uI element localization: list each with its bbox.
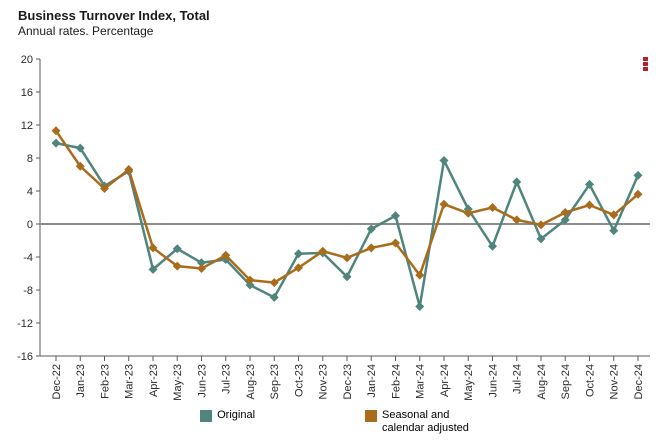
original-data-point[interactable]: [197, 258, 206, 268]
original-data-point[interactable]: [609, 226, 619, 236]
adjusted-data-point[interactable]: [100, 184, 109, 194]
x-axis-label: Mar-23: [124, 364, 136, 399]
x-axis-label: Apr-24: [439, 364, 451, 397]
x-axis-label: Aug-24: [536, 364, 548, 399]
x-axis-label: Sep-23: [269, 364, 281, 399]
adjusted-data-point[interactable]: [463, 208, 473, 218]
original-data-point[interactable]: [172, 244, 182, 254]
x-axis-label: Jul-23: [221, 364, 233, 394]
original-data-point[interactable]: [245, 280, 255, 290]
adjusted-data-point[interactable]: [585, 200, 594, 210]
kebab-menu-dot: [643, 62, 648, 66]
x-axis-label: Nov-23: [318, 364, 330, 399]
y-axis-label: 4: [27, 186, 33, 198]
adjusted-data-point[interactable]: [294, 263, 303, 273]
adjusted-data-point[interactable]: [172, 261, 182, 271]
original-data-point[interactable]: [415, 302, 425, 311]
legend-item-original[interactable]: Original: [200, 409, 255, 422]
original-data-point[interactable]: [512, 177, 522, 187]
adjusted-data-point[interactable]: [366, 243, 376, 253]
adjusted-data-point[interactable]: [391, 238, 400, 248]
y-axis-label: -4: [23, 252, 33, 264]
x-axis-label: Sep-24: [560, 364, 572, 399]
legend-item-adjusted[interactable]: Seasonal and calendar adjusted: [365, 409, 469, 435]
legend-label-adjusted-line2: calendar adjusted: [382, 422, 469, 434]
original-series-swatch: [200, 410, 213, 422]
y-axis-label: 20: [21, 54, 33, 66]
x-axis-label: Oct-24: [584, 364, 596, 397]
y-axis-label: 8: [27, 153, 33, 165]
original-data-point[interactable]: [342, 272, 352, 282]
y-axis-label: 0: [27, 219, 33, 231]
adjusted-data-point[interactable]: [148, 243, 158, 253]
x-axis-label: Feb-24: [390, 364, 402, 399]
adjusted-data-point[interactable]: [124, 165, 134, 175]
original-data-point[interactable]: [51, 138, 61, 148]
adjusted-data-point[interactable]: [221, 250, 231, 260]
kebab-menu-dot: [643, 67, 648, 71]
chart-subtitle: Annual rates. Percentage: [18, 24, 154, 38]
x-axis-label: May-24: [463, 364, 475, 401]
x-axis-label: Mar-24: [415, 364, 427, 399]
chart-title: Business Turnover Index, Total: [18, 8, 210, 23]
adjusted-data-point[interactable]: [488, 203, 497, 212]
adjusted-series-swatch: [365, 410, 378, 422]
y-axis-label: -12: [17, 318, 33, 330]
x-axis-label: Oct-23: [293, 364, 305, 397]
adjusted-data-point[interactable]: [439, 199, 449, 209]
adjusted-data-point[interactable]: [245, 275, 255, 285]
adjusted-data-point[interactable]: [51, 126, 61, 136]
x-axis-label: Dec-23: [342, 364, 354, 399]
adjusted-data-point[interactable]: [512, 215, 522, 225]
original-data-point[interactable]: [585, 179, 594, 189]
kebab-menu-icon[interactable]: [643, 57, 648, 71]
adjusted-data-point[interactable]: [536, 220, 546, 230]
legend-label-original: Original: [217, 409, 256, 421]
x-axis-label: Aug-23: [245, 364, 257, 399]
x-axis-label: May-23: [172, 364, 184, 401]
original-data-point[interactable]: [488, 241, 497, 251]
original-data-point[interactable]: [536, 234, 546, 244]
original-data-point[interactable]: [560, 215, 570, 225]
x-axis-label: Jun-23: [196, 364, 208, 398]
x-axis-label: Feb-23: [99, 364, 111, 399]
y-axis-label: 16: [21, 87, 33, 99]
chart-legend: Original Seasonal and calendar adjusted: [0, 409, 669, 435]
original-data-point[interactable]: [75, 143, 85, 153]
x-axis-label: Nov-24: [609, 364, 621, 399]
adjusted-data-point[interactable]: [633, 189, 643, 199]
original-data-point[interactable]: [294, 249, 303, 259]
original-data-point[interactable]: [439, 155, 449, 165]
x-axis-label: Apr-23: [148, 364, 160, 397]
x-axis-label: Jun-24: [487, 364, 499, 398]
y-axis-label: -8: [23, 285, 33, 297]
original-data-point[interactable]: [148, 264, 158, 274]
x-axis-label: Dec-24: [633, 364, 645, 399]
adjusted-data-point[interactable]: [415, 270, 425, 280]
original-data-point[interactable]: [269, 292, 279, 302]
legend-label-adjusted-line1: Seasonal and: [382, 409, 450, 421]
y-axis-label: -16: [17, 351, 33, 363]
adjusted-data-point[interactable]: [318, 246, 328, 256]
adjusted-data-point[interactable]: [75, 161, 85, 171]
adjusted-data-point[interactable]: [342, 253, 352, 263]
x-axis-label: Dec-22: [51, 364, 63, 399]
y-axis-label: 12: [21, 120, 33, 132]
kebab-menu-dot: [643, 57, 648, 61]
x-axis-label: Jan-23: [75, 364, 87, 398]
chart-header: Business Turnover Index, Total Annual ra…: [18, 8, 210, 39]
original-data-point[interactable]: [366, 224, 376, 234]
original-data-point[interactable]: [633, 170, 643, 180]
adjusted-data-point[interactable]: [560, 207, 570, 217]
adjusted-data-point[interactable]: [269, 278, 279, 288]
adjusted-data-point[interactable]: [609, 210, 619, 220]
x-axis-label: Jan-24: [366, 364, 378, 398]
adjusted-data-point[interactable]: [197, 264, 206, 274]
x-axis-label: Jul-24: [512, 364, 524, 394]
original-data-point[interactable]: [391, 211, 400, 221]
